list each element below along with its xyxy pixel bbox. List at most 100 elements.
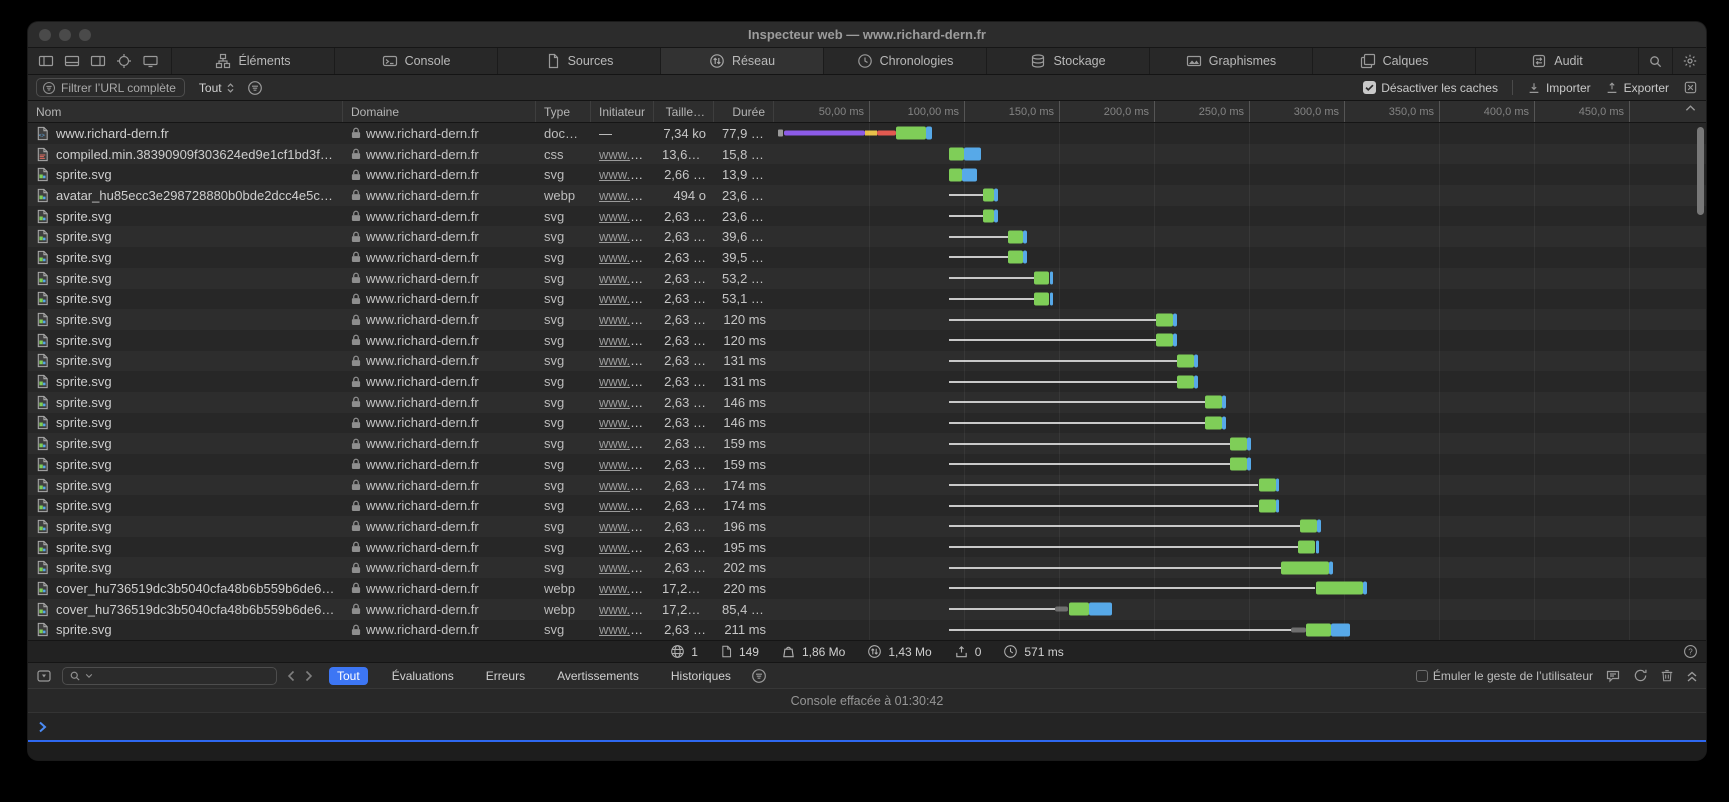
initiator-link[interactable]: www.richard-d… <box>599 498 654 513</box>
initiator-link[interactable]: www.richard-d… <box>599 188 654 203</box>
column-header-size[interactable]: Taille… <box>654 101 714 122</box>
network-table-row[interactable]: cover_hu736519dc3b5040cfa48b6b559b6de6ec… <box>28 599 1706 620</box>
network-table-row[interactable]: sprite.svgwww.richard-dern.frsvgwww.rich… <box>28 433 1706 454</box>
help-icon[interactable]: ? <box>1683 644 1698 659</box>
minimize-window-button[interactable] <box>59 29 71 41</box>
initiator-link[interactable]: www.richard-d… <box>599 602 654 617</box>
console-filter-avertissements[interactable]: Avertissements <box>549 667 647 685</box>
network-table-row[interactable]: sprite.svgwww.richard-dern.frsvgwww.rich… <box>28 475 1706 496</box>
search-button[interactable] <box>1638 48 1672 74</box>
console-messages-icon[interactable] <box>1605 668 1621 684</box>
network-table-row[interactable]: avatar_hu85ecc3e298728880b0bde2dcc4e5c23… <box>28 185 1706 206</box>
chevron-up-icon[interactable] <box>1685 104 1696 112</box>
initiator-link[interactable]: www.richard-d… <box>599 250 654 265</box>
tab-elements[interactable]: Éléments <box>171 48 334 74</box>
console-scope-icon[interactable] <box>36 668 52 684</box>
initiator-link[interactable]: www.richard-d… <box>599 436 654 451</box>
element-picker-icon[interactable] <box>116 53 132 69</box>
dock-right-icon[interactable] <box>90 53 106 69</box>
console-filter-historiques[interactable]: Historiques <box>663 667 739 685</box>
dock-left-icon[interactable] <box>38 53 54 69</box>
network-table-row[interactable]: sprite.svgwww.richard-dern.frsvgwww.rich… <box>28 495 1706 516</box>
initiator-link[interactable]: www.richard-d… <box>599 415 654 430</box>
url-filter-field[interactable]: Filtrer l’URL complète <box>36 78 185 97</box>
initiator-link[interactable]: www.richard-d… <box>599 333 654 348</box>
initiator-link[interactable]: www.richard-d… <box>599 374 654 389</box>
export-button[interactable]: Exporter <box>1605 81 1669 95</box>
tab-sources[interactable]: Sources <box>497 48 660 74</box>
network-table-row[interactable]: sprite.svgwww.richard-dern.frsvgwww.rich… <box>28 620 1706 641</box>
initiator-link[interactable]: www.richard-d… <box>599 581 654 596</box>
tab-graphics[interactable]: Graphismes <box>1149 48 1312 74</box>
previous-result-button[interactable] <box>287 670 295 682</box>
network-table-row[interactable]: sprite.svgwww.richard-dern.frsvgwww.rich… <box>28 557 1706 578</box>
initiator-link[interactable]: www.richard-d… <box>599 229 654 244</box>
tab-console[interactable]: Console <box>334 48 497 74</box>
initiator-link[interactable]: www.richard-d… <box>599 478 654 493</box>
tab-timelines[interactable]: Chronologies <box>823 48 986 74</box>
network-table-row[interactable]: sprite.svgwww.richard-dern.frsvgwww.rich… <box>28 309 1706 330</box>
initiator-link[interactable]: www.richard-d… <box>599 291 654 306</box>
network-table-row[interactable]: cover_hu736519dc3b5040cfa48b6b559b6de6ec… <box>28 578 1706 599</box>
network-table-row[interactable]: sprite.svgwww.richard-dern.frsvgwww.rich… <box>28 268 1706 289</box>
network-table-row[interactable]: sprite.svgwww.richard-dern.frsvgwww.rich… <box>28 537 1706 558</box>
initiator-link[interactable]: www.richard-d… <box>599 622 654 637</box>
console-filter-options-icon[interactable] <box>751 668 767 684</box>
tab-layers[interactable]: Calques <box>1312 48 1475 74</box>
network-table-row[interactable]: sprite.svgwww.richard-dern.frsvgwww.rich… <box>28 247 1706 268</box>
network-table-row[interactable]: sprite.svgwww.richard-dern.frsvgwww.rich… <box>28 454 1706 475</box>
initiator-link[interactable]: www.richard-d… <box>599 353 654 368</box>
collapse-chevrons-icon[interactable] <box>1686 669 1698 683</box>
initiator-link[interactable]: www.richard-d… <box>599 167 654 182</box>
filter-options-icon[interactable] <box>247 80 263 96</box>
tab-audit[interactable]: Audit <box>1475 48 1638 74</box>
resource-type-dropdown[interactable]: Tout <box>199 81 235 95</box>
initiator-link[interactable]: www.richard-d… <box>599 560 654 575</box>
network-table-row[interactable]: sprite.svgwww.richard-dern.frsvgwww.rich… <box>28 371 1706 392</box>
zoom-window-button[interactable] <box>79 29 91 41</box>
trash-icon[interactable] <box>1660 668 1674 683</box>
initiator-link[interactable]: www.richard-d… <box>599 395 654 410</box>
console-filter-évaluations[interactable]: Évaluations <box>384 667 462 685</box>
initiator-link[interactable]: www.richard-d… <box>599 209 654 224</box>
network-table-row[interactable]: sprite.svgwww.richard-dern.frsvgwww.rich… <box>28 351 1706 372</box>
console-filter-tout[interactable]: Tout <box>329 667 368 685</box>
settings-button[interactable] <box>1672 48 1706 74</box>
network-table-row[interactable]: sprite.svgwww.richard-dern.frsvgwww.rich… <box>28 226 1706 247</box>
network-table-row[interactable]: sprite.svgwww.richard-dern.frsvgwww.rich… <box>28 392 1706 413</box>
network-table-row[interactable]: compiled.min.38390909f303624ed9e1cf1bd3f… <box>28 144 1706 165</box>
disable-caches-toggle[interactable]: Désactiver les caches <box>1363 81 1498 95</box>
column-header-domain[interactable]: Domaine <box>343 101 536 122</box>
dock-bottom-icon[interactable] <box>64 53 80 69</box>
network-table-row[interactable]: sprite.svgwww.richard-dern.frsvgwww.rich… <box>28 289 1706 310</box>
column-header-initiator[interactable]: Initiateur <box>591 101 654 122</box>
vertical-scrollbar[interactable] <box>1697 127 1704 215</box>
network-table-row[interactable]: sprite.svgwww.richard-dern.frsvgwww.rich… <box>28 330 1706 351</box>
clear-network-items-button[interactable] <box>1683 80 1698 95</box>
column-header-duration[interactable]: Durée <box>714 101 774 122</box>
console-prompt-row[interactable] <box>28 712 1706 740</box>
network-table-row[interactable]: sprite.svgwww.richard-dern.frsvgwww.rich… <box>28 206 1706 227</box>
network-table-row[interactable]: sprite.svgwww.richard-dern.frsvgwww.rich… <box>28 413 1706 434</box>
tab-storage[interactable]: Stockage <box>986 48 1149 74</box>
initiator-link[interactable]: www.richard-d… <box>599 540 654 555</box>
initiator-link[interactable]: www.richard-d… <box>599 271 654 286</box>
column-header-name[interactable]: Nom <box>28 101 343 122</box>
initiator-link[interactable]: www.richard-d… <box>599 457 654 472</box>
emulate-user-gesture-toggle[interactable]: Émuler le geste de l’utilisateur <box>1416 669 1593 683</box>
network-table-row[interactable]: sprite.svgwww.richard-dern.frsvgwww.rich… <box>28 164 1706 185</box>
import-button[interactable]: Importer <box>1527 81 1591 95</box>
initiator-link[interactable]: www.richard-d… <box>599 519 654 534</box>
console-search-input[interactable] <box>62 667 277 685</box>
tab-network[interactable]: Réseau <box>660 48 823 74</box>
network-table-row[interactable]: <>www.richard-dern.frwww.richard-dern.fr… <box>28 123 1706 144</box>
next-result-button[interactable] <box>305 670 313 682</box>
column-header-type[interactable]: Type <box>536 101 591 122</box>
clear-console-icon[interactable] <box>1633 668 1648 683</box>
initiator-link[interactable]: www.richard-d… <box>599 147 654 162</box>
network-table-row[interactable]: sprite.svgwww.richard-dern.frsvgwww.rich… <box>28 516 1706 537</box>
close-window-button[interactable] <box>39 29 51 41</box>
device-icon[interactable] <box>142 53 159 69</box>
console-filter-erreurs[interactable]: Erreurs <box>478 667 533 685</box>
initiator-link[interactable]: www.richard-d… <box>599 312 654 327</box>
